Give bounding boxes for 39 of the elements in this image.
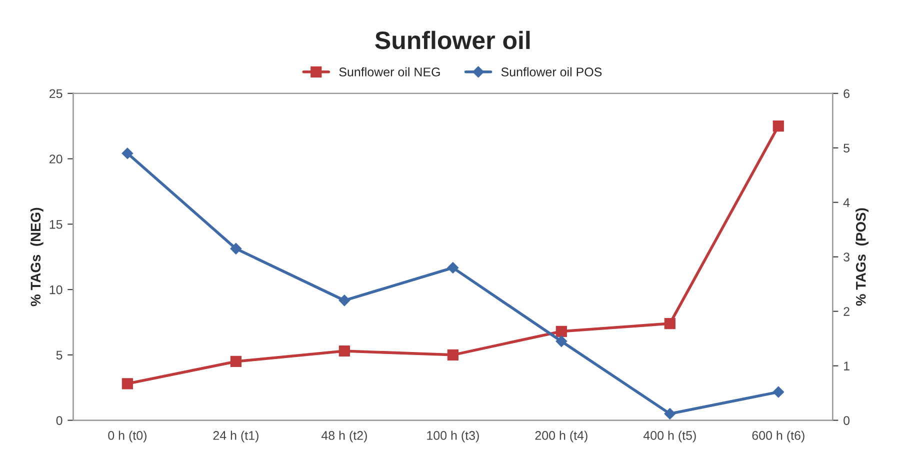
y2-tick-label: 3	[844, 252, 850, 262]
x-tick-label: 400 h (t5)	[643, 430, 696, 442]
legend-label: Sunflower oil NEG	[339, 67, 440, 76]
y2-tick-label: 6	[844, 89, 850, 98]
point	[122, 378, 134, 390]
point	[772, 386, 784, 398]
point	[664, 408, 676, 420]
y-tick-label: 20	[50, 154, 62, 164]
y-tick-label: 0	[56, 416, 62, 425]
point	[230, 356, 242, 368]
point	[447, 349, 458, 360]
x-tick-label: 200 h (t4)	[535, 430, 588, 442]
y2-tick-label: 0	[844, 416, 850, 425]
y-tick-label: 15	[50, 220, 62, 229]
y-tick-label: 10	[50, 285, 62, 294]
y2-tick-label: 1	[844, 362, 850, 370]
point	[664, 318, 676, 330]
point	[338, 345, 350, 357]
y-tick-label: 25	[50, 89, 62, 98]
y2-tick-label: 5	[844, 144, 850, 153]
x-tick-label: 48 h (t2)	[321, 430, 367, 442]
y-axis-title: % TAGs (NEG)	[30, 208, 44, 306]
y2-tick-label: 2	[844, 307, 850, 316]
x-tick-label: 600 h (t6)	[752, 430, 804, 442]
y2-tick-label: 4	[843, 198, 850, 207]
point	[556, 326, 567, 337]
point	[447, 262, 459, 274]
point	[122, 148, 134, 159]
point	[230, 243, 242, 254]
point	[772, 120, 784, 132]
point	[556, 336, 568, 347]
x-tick-label: 0 h (t0)	[108, 430, 146, 442]
y-tick-label: 5	[56, 350, 62, 360]
y2-axis-title: % TAGs (POS)	[856, 208, 869, 306]
x-tick-label: 24 h (t1)	[213, 430, 258, 442]
chart-title: Sunflower oil	[375, 30, 530, 50]
legend-label: Sunflower oil POS	[501, 67, 602, 76]
x-tick-label: 100 h (t3)	[427, 430, 479, 442]
point	[338, 294, 350, 306]
